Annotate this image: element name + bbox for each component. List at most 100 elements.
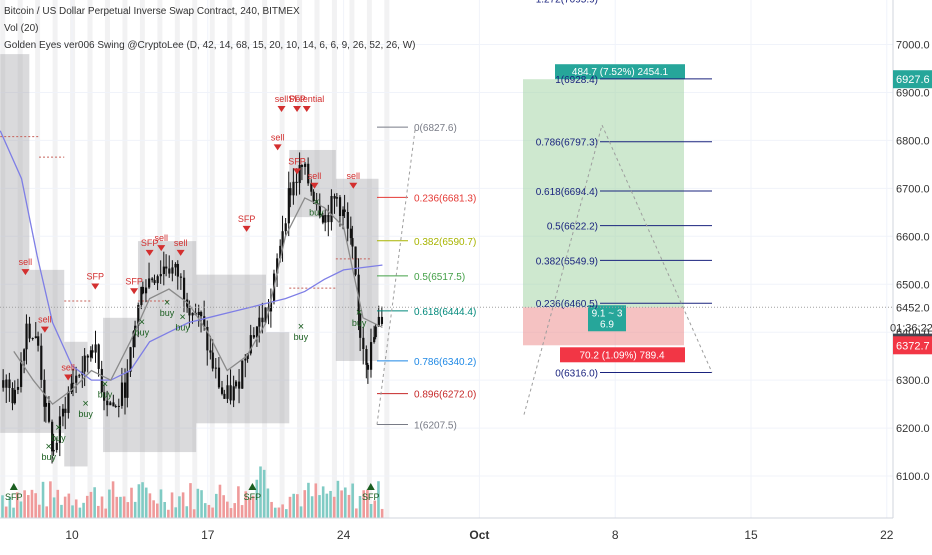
candle-body [23,349,26,361]
candle-body [380,316,384,324]
volume-bar [288,496,292,518]
candle-body [106,400,109,406]
candle-body [324,214,327,223]
volume-bar [85,495,89,518]
candle-body [232,386,235,401]
sfp-signal-label: SFP [141,238,159,248]
candle-body [165,266,168,269]
time-tick-label: 8 [612,528,619,542]
candle-body [141,286,145,294]
session-stripe [384,0,390,518]
candle-body [94,344,97,353]
candle-body [132,331,135,348]
sell-marker-icon [242,225,251,232]
candle-body [182,277,186,300]
candle-body [44,402,48,407]
buy-cross-icon: × [82,398,88,410]
volume-bar [255,479,259,518]
buy-cross-icon: × [179,312,185,324]
candle-body [264,307,267,323]
sell-marker-icon [176,249,185,256]
price-tick-label: 6500.0 [896,279,930,291]
candle-body [70,383,73,392]
sfp-signal-label: Potential [289,94,324,104]
sfp-signal-label: SFP [238,214,256,224]
candle-body [377,316,380,327]
volume-bar [97,505,100,518]
volume-indicator-label[interactable]: Vol (20) [4,23,39,34]
fib-right-level-label: 0(6316.0) [555,368,598,379]
candle-body [241,360,244,389]
candle-body [365,349,368,365]
candle-body [134,325,137,332]
candle-body [335,197,339,199]
candle-body [312,191,315,202]
candle-body [117,405,120,407]
volume-bar [192,509,196,518]
buy-signal-label: buy [51,433,66,443]
sell-marker-icon [21,269,30,276]
fib-level-label: 0.786(6340.2) [414,357,476,368]
candle-body [188,308,191,316]
session-stripe [331,0,337,518]
target-label-box [555,64,685,80]
time-tick-label: 15 [744,528,758,542]
candle-body [179,276,183,278]
buy-signal-label: buy [175,323,190,333]
candle-body [51,421,54,452]
candle-body [31,338,34,340]
volume-bar [104,508,107,518]
buy-signal-label: buy [135,327,150,337]
volume-bar [115,496,119,518]
volume-bar [214,493,218,518]
volume-bar [281,504,284,518]
candle-body [86,355,89,358]
volume-bar [67,493,71,518]
candle-body [148,278,151,288]
range-box [29,269,65,433]
volume-bar [211,507,214,518]
candle-body [307,163,310,184]
candle-body [109,402,112,406]
volume-bar [122,496,126,518]
buy-cross-icon: × [356,307,362,319]
volume-bar [148,493,152,518]
stop-price-tag [893,336,932,355]
candle-body [369,342,373,370]
volume-bar [303,490,307,518]
sfp-signal-label: SFP [288,94,306,104]
volume-bar [15,492,19,518]
candle-body [351,238,354,247]
candle-body [55,442,58,450]
candle-body [83,355,86,372]
candle-body [200,311,203,317]
sfp-bottom-label: SFP [244,492,262,502]
price-tick-label: 7000.0 [896,40,930,52]
long-position-profit-zone[interactable] [523,79,684,308]
volume-bar [38,504,41,518]
sell-marker-icon [64,374,73,381]
candle-body [298,164,301,184]
buy-cross-icon: × [164,297,170,309]
candle-body [366,364,370,370]
signal-line [13,197,383,406]
candle-body [40,345,43,380]
volume-bar [336,480,340,518]
volume-bar [218,484,222,518]
candle-body [289,188,292,196]
golden-eyes-indicator-label[interactable]: Golden Eyes ver006 Swing @CryptoLee (D, … [4,40,416,51]
candle-body [112,402,115,407]
volume-bar [82,502,85,518]
candle-body [5,379,8,388]
volume-bar [237,486,240,518]
volume-bar [321,486,325,518]
volume-bar [23,490,26,518]
volume-bar [270,501,273,518]
candle-body [238,381,241,389]
candle-body [129,347,132,372]
sell-marker-icon [302,106,311,113]
candle-body [47,402,51,422]
sell-marker-icon [40,326,49,333]
